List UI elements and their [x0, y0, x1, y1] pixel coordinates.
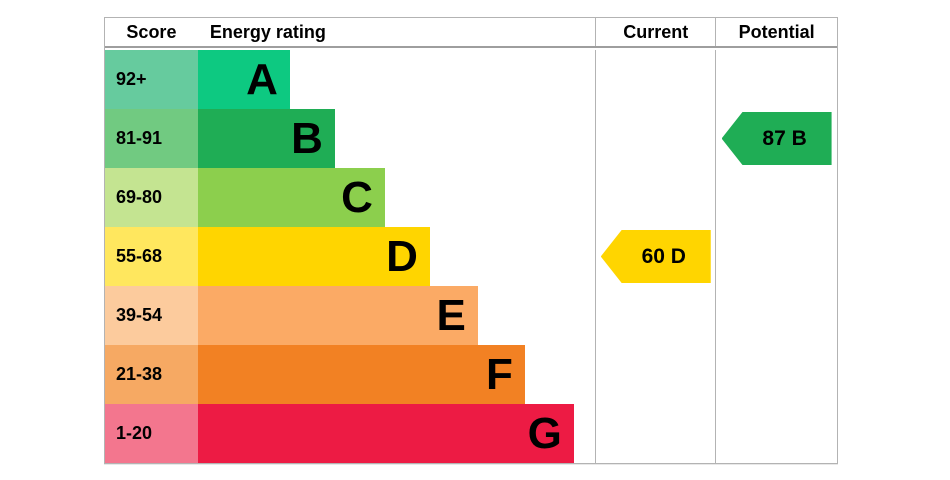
- score-range-cell: 1-20: [105, 404, 198, 463]
- potential-column-cell: [715, 227, 837, 286]
- rating-row: 55-68 D 60 D: [105, 227, 837, 286]
- rating-rows-container: 92+ A 81-91 B 87 B 69-80 C 55-68 D 60 D …: [105, 48, 837, 463]
- rating-row: 81-91 B 87 B: [105, 109, 837, 168]
- score-range-cell: 39-54: [105, 286, 198, 345]
- energy-rating-bar: A: [197, 50, 290, 109]
- rating-row: 39-54 E: [105, 286, 837, 345]
- current-column-cell: [595, 168, 715, 227]
- score-range-cell: 55-68: [105, 227, 198, 286]
- rating-row: 1-20 G: [105, 404, 837, 463]
- potential-column-cell: [715, 168, 837, 227]
- potential-column-cell: [715, 404, 837, 463]
- energy-rating-bar: C: [197, 168, 385, 227]
- potential-column-cell: [715, 345, 837, 404]
- epc-rating-table: Score Energy rating Current Potential 92…: [104, 17, 838, 464]
- energy-rating-bar: E: [197, 286, 478, 345]
- rating-row: 92+ A: [105, 50, 837, 109]
- energy-rating-bar: D: [197, 227, 430, 286]
- header-potential: Potential: [715, 18, 837, 46]
- table-header-row: Score Energy rating Current Potential: [105, 18, 837, 48]
- score-range-cell: 69-80: [105, 168, 198, 227]
- current-column-cell: [595, 286, 715, 345]
- potential-column-cell: 87 B: [715, 109, 837, 168]
- header-score: Score: [126, 21, 177, 42]
- score-range-cell: 21-38: [105, 345, 198, 404]
- current-column-cell: [595, 404, 715, 463]
- current-column-cell: 60 D: [595, 227, 715, 286]
- header-energy-rating: Energy rating: [209, 21, 326, 42]
- energy-rating-bar-area: D: [197, 227, 595, 286]
- rating-arrow: 60 D: [600, 230, 711, 283]
- header-current: Current: [595, 18, 715, 46]
- energy-rating-bar-area: A: [197, 50, 595, 109]
- energy-rating-bar: F: [197, 345, 525, 404]
- energy-rating-bar-area: C: [197, 168, 595, 227]
- potential-column-cell: [715, 286, 837, 345]
- current-column-cell: [595, 50, 715, 109]
- energy-rating-bar-area: B: [197, 109, 595, 168]
- potential-column-cell: [715, 50, 837, 109]
- energy-rating-bar-area: G: [197, 404, 595, 463]
- energy-rating-bar-area: E: [197, 286, 595, 345]
- energy-rating-bar: G: [197, 404, 574, 463]
- current-column-cell: [595, 345, 715, 404]
- rating-row: 21-38 F: [105, 345, 837, 404]
- current-column-cell: [595, 109, 715, 168]
- score-range-cell: 81-91: [105, 109, 198, 168]
- rating-row: 69-80 C: [105, 168, 837, 227]
- score-range-cell: 92+: [105, 50, 198, 109]
- energy-rating-bar-area: F: [197, 345, 595, 404]
- rating-arrow: 87 B: [721, 112, 832, 165]
- energy-rating-bar: B: [197, 109, 335, 168]
